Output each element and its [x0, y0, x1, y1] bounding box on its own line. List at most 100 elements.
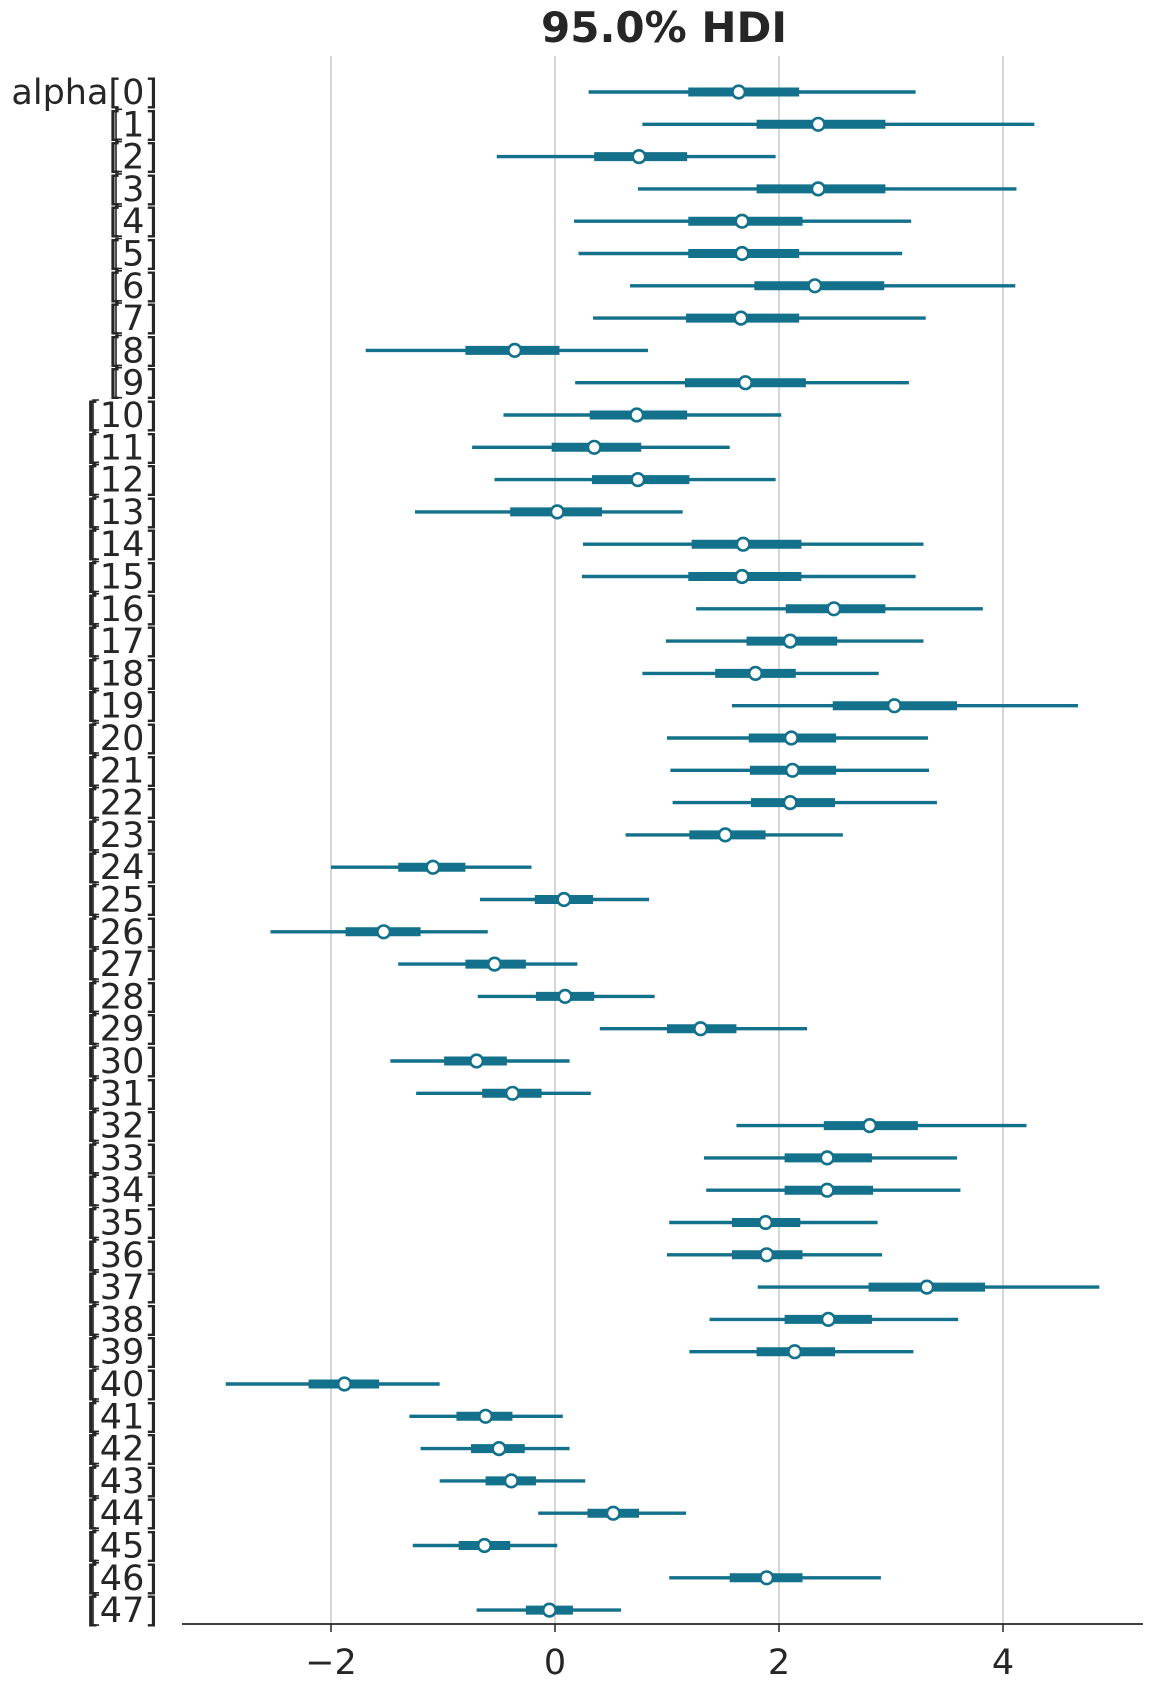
interval-18 [642, 665, 879, 682]
median-point [376, 924, 392, 940]
median-point [469, 1053, 485, 1069]
row-bracket [115, 302, 122, 334]
median-point [734, 568, 750, 585]
interval-40 [225, 1376, 440, 1392]
median-point [819, 1182, 835, 1198]
median-point [507, 342, 523, 359]
row-label: [23] [86, 816, 158, 856]
hdi-intervals [225, 84, 1100, 1618]
median-point [692, 1021, 709, 1037]
median-point [759, 1247, 775, 1263]
chart-title: 95.0% HDI [541, 3, 787, 52]
row-label: [26] [86, 913, 158, 953]
row-bracket [92, 1594, 99, 1626]
interval-44 [538, 1505, 687, 1521]
interval-2 [496, 149, 776, 165]
interval-25 [479, 891, 650, 908]
interval-13 [415, 504, 683, 520]
row-label: [36] [86, 1236, 158, 1276]
row-bracket [92, 463, 99, 496]
interval-22 [672, 794, 937, 811]
median-point [476, 1537, 493, 1554]
row-label: [29] [86, 1010, 158, 1050]
row-bracket [92, 851, 99, 883]
median-point [734, 213, 750, 229]
row-label: [1] [108, 105, 158, 145]
median-point [734, 245, 750, 262]
interval-28 [477, 988, 655, 1005]
median-point [630, 472, 646, 488]
median-point [735, 536, 751, 552]
interval-3 [637, 181, 1017, 197]
median-point [919, 1279, 935, 1295]
row-bracket [115, 237, 122, 270]
row-bracket [92, 593, 99, 625]
row-label: [25] [86, 881, 158, 921]
x-tick-label: 4 [992, 1643, 1014, 1683]
median-point [784, 762, 801, 778]
row-label: [8] [108, 331, 158, 371]
interval-27 [398, 956, 578, 972]
median-point [826, 601, 842, 617]
y-axis-labels: alpha[0][1][2][3][4][5][6][7][8][9][10][… [11, 73, 158, 1631]
median-point [783, 730, 799, 746]
row-label: [9] [108, 364, 158, 404]
row-bracket [92, 980, 99, 1013]
median-point [737, 375, 754, 391]
interval-35 [669, 1214, 878, 1231]
interval-34 [706, 1182, 961, 1198]
interval-42 [420, 1440, 570, 1457]
interval-41 [409, 1408, 563, 1424]
interval-33 [703, 1150, 958, 1166]
row-bracket [92, 1206, 99, 1239]
row-brackets [92, 108, 122, 1626]
interval-24 [331, 859, 532, 875]
interval-16 [696, 601, 983, 617]
median-point [782, 794, 798, 811]
row-bracket [92, 883, 99, 916]
interval-45 [412, 1537, 558, 1554]
row-bracket [92, 754, 99, 787]
median-point [886, 698, 902, 714]
median-point [504, 1085, 521, 1101]
interval-37 [757, 1279, 1100, 1295]
interval-4 [574, 213, 912, 229]
row-bracket [92, 1562, 99, 1594]
interval-6 [630, 278, 1016, 294]
interval-21 [670, 762, 930, 778]
row-label: [12] [86, 461, 158, 501]
x-tick-label: 2 [768, 1643, 790, 1683]
median-point [759, 1570, 775, 1586]
row-bracket [115, 173, 122, 205]
row-bracket [92, 1174, 99, 1206]
row-bracket [92, 496, 99, 528]
row-label: [38] [86, 1300, 158, 1340]
median-point [807, 278, 823, 294]
row-label: [42] [86, 1430, 158, 1470]
row-bracket [92, 948, 99, 980]
median-point [782, 633, 798, 649]
interval-17 [665, 633, 924, 649]
row-bracket [115, 205, 122, 237]
row-bracket [92, 1368, 99, 1400]
median-point [787, 1344, 803, 1360]
row-label: [18] [86, 654, 158, 694]
row-bracket [115, 108, 122, 141]
median-point [820, 1311, 836, 1327]
median-point [731, 84, 747, 100]
row-label: [2] [108, 138, 158, 178]
interval-36 [667, 1247, 883, 1263]
row-label: [32] [86, 1107, 158, 1147]
row-label: [14] [86, 525, 158, 565]
x-tick-label: −2 [305, 1643, 357, 1683]
interval-43 [439, 1473, 586, 1489]
row-label: [24] [86, 848, 158, 888]
row-label: [44] [86, 1494, 158, 1534]
row-bracket [92, 528, 99, 560]
median-point [631, 149, 647, 165]
median-point [757, 1214, 774, 1231]
row-label: [17] [86, 622, 158, 662]
row-bracket [115, 366, 122, 399]
interval-23 [625, 827, 843, 843]
